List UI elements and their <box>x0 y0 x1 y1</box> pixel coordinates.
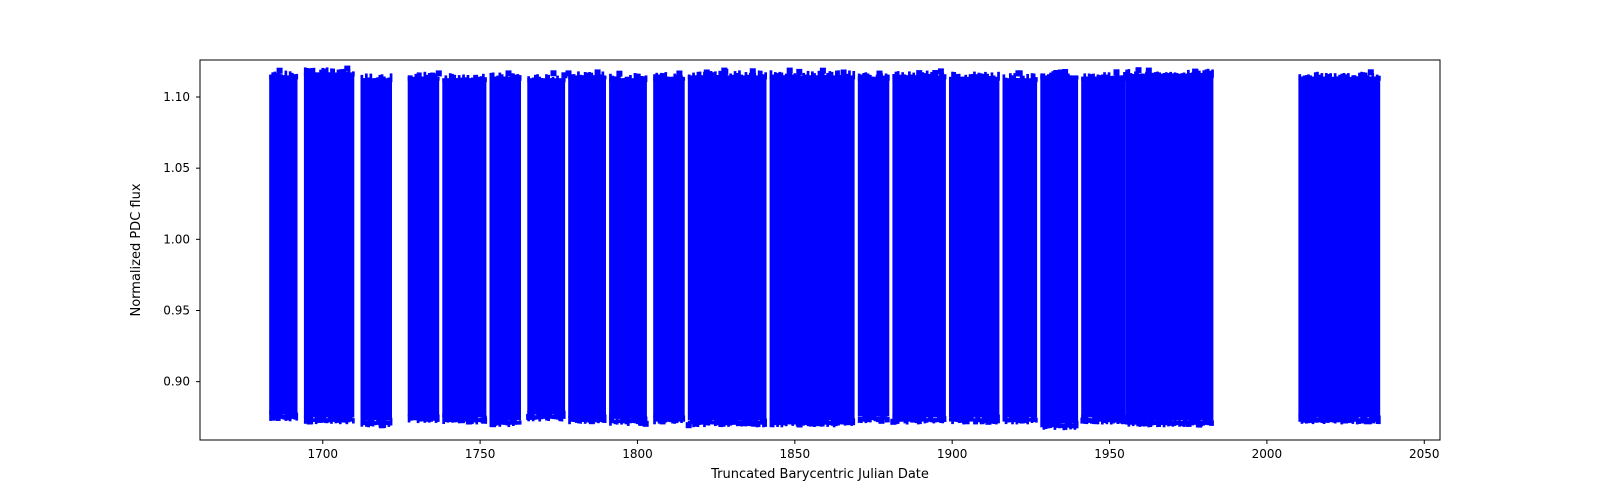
x-axis-label: Truncated Barycentric Julian Date <box>710 467 929 482</box>
lightcurve-chart: 1700 1750 1800 1850 1900 1950 2000 2050 0.90 0.95… <box>0 0 1600 500</box>
xtick-label: 2000 <box>1252 447 1283 461</box>
xtick-label: 1750 <box>465 447 496 461</box>
xtick-label: 1800 <box>622 447 653 461</box>
ytick-label: 1.05 <box>163 161 190 175</box>
xtick-label: 1700 <box>307 447 338 461</box>
xtick-label: 1950 <box>1094 447 1125 461</box>
ytick-label: 0.95 <box>163 303 190 317</box>
xtick-label: 2050 <box>1409 447 1440 461</box>
xtick-label: 1850 <box>780 447 811 461</box>
chart-svg: 1700 1750 1800 1850 1900 1950 2000 2050 0.90 0.95… <box>0 0 1600 500</box>
y-axis-label: Normalized PDC flux <box>129 183 144 316</box>
xtick-label: 1900 <box>937 447 968 461</box>
ytick-label: 0.90 <box>163 375 190 389</box>
ytick-label: 1.10 <box>163 90 190 104</box>
ytick-label: 1.00 <box>163 232 190 246</box>
